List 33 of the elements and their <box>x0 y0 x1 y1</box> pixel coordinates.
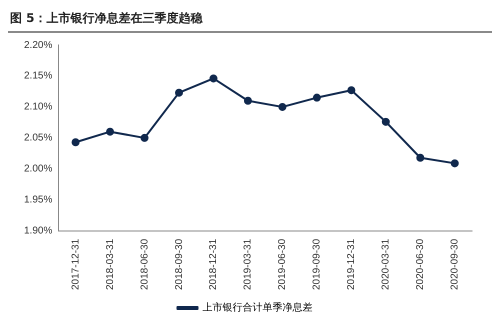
x-tick-label: 2019-09-30 <box>312 238 323 290</box>
x-tick-label: 2020-09-30 <box>450 238 461 290</box>
point <box>106 128 114 136</box>
x-tick-label: 2017-12-31 <box>70 238 82 290</box>
point <box>278 102 286 111</box>
x-tick-label: 2020-06-30 <box>415 238 426 290</box>
y-tick-label: 1.90% <box>24 226 52 237</box>
point <box>72 138 80 146</box>
point <box>347 86 356 94</box>
x-tick-label: 2019-03-31 <box>242 238 254 290</box>
point <box>175 88 183 97</box>
y-tick-label: 1.95% <box>24 194 52 206</box>
point <box>209 74 218 82</box>
x-tick-label: 2019-12-31 <box>346 238 358 290</box>
y-tick-label: 2.15% <box>24 70 52 82</box>
x-tick-label: 2019-06-30 <box>277 238 288 290</box>
x-tick-label: 2020-03-31 <box>380 238 392 290</box>
point <box>140 134 149 142</box>
point <box>382 118 390 126</box>
y-tick-label: 2.20% <box>24 40 52 51</box>
x-tick-label: 2018-09-30 <box>174 238 185 290</box>
point <box>312 94 321 102</box>
x-tick-label: 2018-12-31 <box>208 238 220 290</box>
x-tick-label: 2018-03-31 <box>104 238 116 290</box>
point <box>450 159 459 168</box>
y-tick-label: 2.05% <box>24 132 52 144</box>
chart-title: 图 5：上市银行净息差在三季度趋稳 <box>8 8 492 33</box>
x-tick-label: 2018-06-30 <box>139 238 150 290</box>
point <box>244 96 252 105</box>
y-tick-label: 2.00% <box>24 164 52 175</box>
point <box>416 154 424 162</box>
legend-label: 上市银行合计单季净息差 <box>202 302 312 314</box>
y-tick-label: 2.10% <box>24 102 52 113</box>
